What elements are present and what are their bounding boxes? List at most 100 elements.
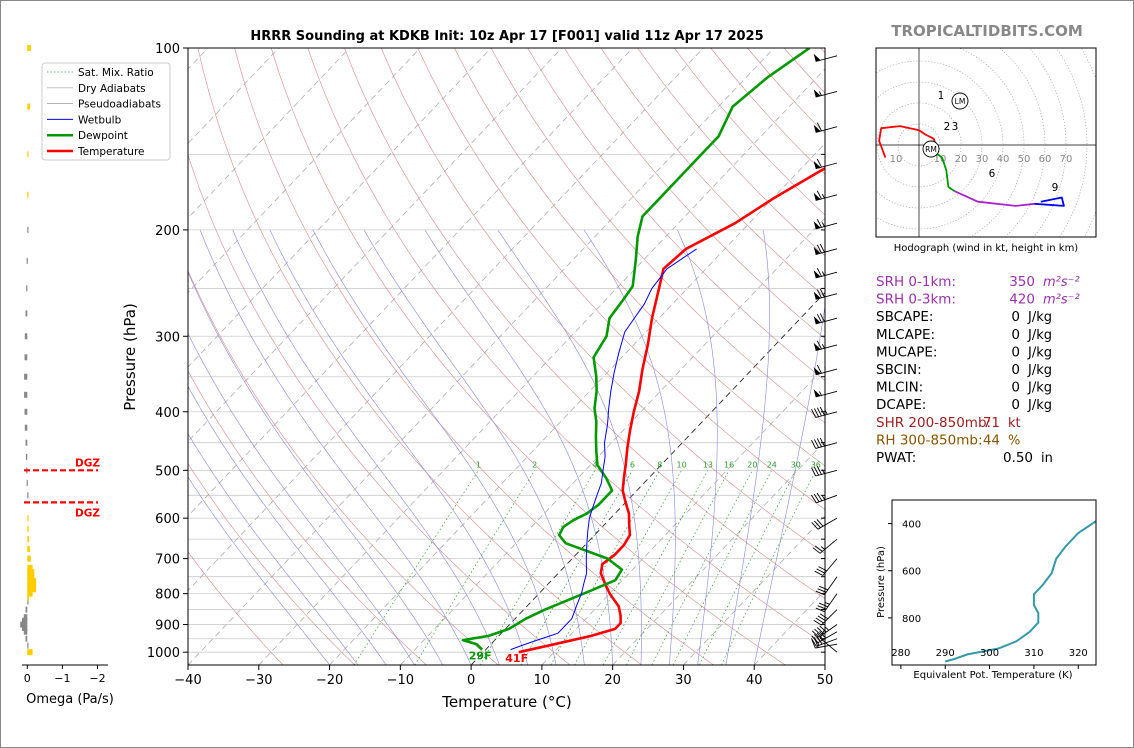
barb-full	[813, 619, 822, 626]
legend-box	[41, 62, 171, 161]
index-value: 0.50	[1003, 450, 1033, 466]
barb-full	[811, 635, 819, 644]
hodo-marker-circle	[951, 92, 969, 110]
y-tick-label: 200	[155, 224, 180, 239]
dry-adiabat	[454, 48, 825, 467]
pseudo-adiabat	[188, 332, 415, 665]
hodo-segment	[933, 150, 956, 192]
dry-adiabat	[188, 551, 284, 665]
barb-half	[825, 602, 830, 605]
index-value: 0	[1011, 362, 1020, 378]
omega-bar	[27, 151, 29, 158]
barb-flag	[813, 367, 821, 375]
theta-e-panel: 280 290 300 310 320 400 600 800 Equivalent Pot.…	[876, 499, 1097, 681]
isotherm-line	[329, 142, 825, 665]
hodograph-panel: 10 10 20 30 40 50 60 70 1 2 3 6 9 LM RM Hodograph (wi…	[875, 47, 1097, 254]
legend-item: Pseudoadiabats	[78, 99, 161, 111]
hodo-segment	[1034, 196, 1065, 207]
wind-barb	[812, 538, 838, 554]
omega-bar	[27, 577, 37, 584]
barb-full	[816, 218, 822, 228]
chart-title: HRRR Sounding at KDKB Init: 10z Apr 17 […	[250, 29, 763, 44]
wind-barb	[813, 389, 838, 398]
mixing-ratio-line	[651, 470, 753, 665]
dry-adiabat	[188, 154, 571, 665]
hodo-km-label: 3	[952, 121, 959, 133]
barb-full	[817, 615, 826, 622]
barb-shaft	[822, 558, 838, 576]
dry-adiabat	[307, 48, 825, 645]
index-row: DCAPE: 0 J/kg	[876, 397, 1052, 413]
x-tick-label: 40	[746, 673, 763, 688]
hodo-ring-label: 40	[997, 154, 1010, 165]
mixing-ratio-line	[699, 470, 797, 665]
hodo-km-label: 1	[938, 90, 945, 102]
x-tick-label: 50	[817, 673, 834, 688]
dry-adiabat	[188, 370, 427, 665]
index-label: PWAT:	[876, 450, 916, 466]
theta-e-x-tick-label: 320	[1069, 648, 1088, 659]
index-unit: %	[1008, 433, 1020, 448]
wind-barb	[813, 243, 838, 256]
hodo-segment	[878, 125, 926, 158]
barb-full	[817, 605, 827, 610]
hodo-km-label: 6	[989, 168, 996, 180]
skewt-ylabel: Pressure (hPa)	[121, 303, 139, 411]
barb-shaft	[817, 517, 838, 530]
dry-adiabat	[1077, 48, 1134, 665]
pseudo-adiabat	[232, 229, 500, 665]
mixing-ratio-label: 16	[724, 460, 734, 469]
skewt-axes-frame	[187, 47, 826, 666]
legend-item: Sat. Mix. Ratio	[78, 67, 154, 79]
index-label: RH 300-850mb:	[876, 432, 983, 448]
hodo-km-label: 2	[944, 121, 951, 133]
omega-bar	[23, 628, 28, 635]
wind-barb	[813, 313, 838, 325]
omega-bar	[27, 191, 29, 198]
barb-full	[819, 625, 827, 633]
wind-barb	[813, 53, 838, 62]
isotherm-line	[258, 68, 825, 665]
wind-barb	[813, 190, 838, 201]
dry-adiabat	[564, 48, 825, 340]
index-unit: J/kg	[1027, 363, 1052, 378]
hodograph-caption: Hodograph (wind in kt, height in km)	[894, 243, 1079, 254]
mixing-ratio-label: 1	[476, 460, 481, 469]
barb-shaft	[824, 576, 838, 595]
hodo-ring-label: 60	[1039, 154, 1052, 165]
y-tick-label: 400	[155, 406, 180, 421]
isotherm-line	[188, 48, 492, 368]
hodo-ring	[876, 102, 962, 188]
index-label: MLCIN:	[876, 380, 923, 396]
barb-flag	[813, 161, 821, 169]
mixing-ratio-label: 8	[657, 460, 662, 469]
barb-full	[811, 522, 819, 530]
hodo-ring-label: 20	[955, 154, 968, 165]
omega-bar	[25, 453, 28, 460]
omega-bar	[25, 635, 28, 642]
mixing-ratio-line	[672, 470, 773, 665]
index-unit: J/kg	[1027, 345, 1052, 360]
barb-full	[816, 158, 822, 168]
y-tick-label: 100	[155, 42, 180, 57]
omega-bar	[26, 257, 28, 264]
mixing-ratio-lines: 1 2 4 6 8 10 13 16 20 24 30 36	[353, 460, 821, 665]
pseudo-adiabat	[312, 229, 557, 665]
barb-flag	[813, 342, 821, 351]
wind-barb	[813, 267, 838, 279]
dry-adiabat	[344, 48, 825, 599]
x-tick-label: −10	[387, 673, 414, 688]
theta-e-xlabel: Equivalent Pot. Temperature (K)	[913, 670, 1072, 681]
isotherm-line	[753, 589, 825, 665]
skewt-legend: Sat. Mix. Ratio Dry Adiabats Pseudoadiabat…	[41, 62, 171, 161]
barb-flag	[813, 192, 821, 201]
barb-shaft	[824, 593, 838, 612]
barb-full	[816, 244, 822, 254]
omega-bar	[20, 621, 28, 628]
pseudo-adiabat	[199, 229, 472, 665]
isotherm-line	[824, 664, 825, 665]
barb-full	[816, 289, 822, 299]
dewpoint-trace	[461, 48, 811, 651]
omega-tick-label: −1	[54, 672, 70, 685]
